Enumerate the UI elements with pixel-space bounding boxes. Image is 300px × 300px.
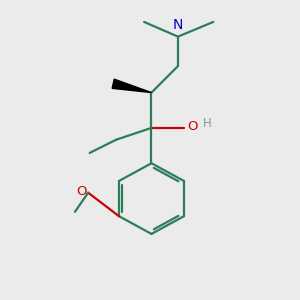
Polygon shape: [112, 79, 152, 93]
Text: O: O: [76, 185, 87, 198]
Text: N: N: [173, 18, 183, 32]
Text: H: H: [203, 117, 212, 130]
Text: O: O: [188, 120, 198, 133]
